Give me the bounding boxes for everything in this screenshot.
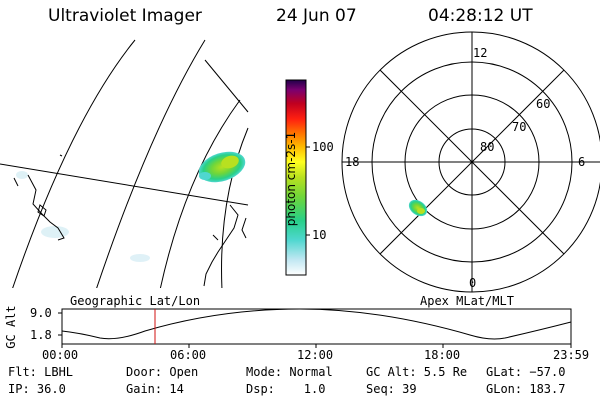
colorbar-tick-100: 100: [312, 140, 334, 154]
xtick-1800: 18:00: [424, 348, 461, 362]
background-glow: [16, 171, 150, 262]
info-seq: Seq: 39: [366, 382, 417, 396]
mlt-label-18: 18: [345, 155, 360, 169]
info-flt: Flt: LBHL: [8, 365, 74, 379]
graticule-arcs: [0, 39, 249, 288]
info-dsp: Dsp: 1.0: [246, 382, 326, 396]
date-label: 24 Jun 07: [276, 6, 357, 26]
xtick-2359: 23:59: [553, 348, 590, 362]
info-gain: Gain: 14: [126, 382, 184, 396]
geographic-map: [0, 39, 249, 288]
altitude-ylabel: GC Alt: [4, 305, 18, 349]
xtick-0000: 00:00: [42, 348, 79, 362]
lat-label-70: 70: [512, 120, 527, 134]
coastlines: [13, 154, 247, 287]
altitude-plot: [58, 308, 572, 348]
info-mode: Mode: Normal: [246, 365, 333, 379]
xtick-1200: 12:00: [297, 348, 334, 362]
aurora-emission-polar: [408, 199, 428, 217]
mlt-label-12: 12: [473, 46, 488, 60]
mlt-label-6: 6: [578, 155, 586, 169]
info-gcalt: GC Alt: 5.5 Re: [366, 365, 468, 379]
altitude-ticks: [58, 312, 572, 348]
altitude-right-title: Apex MLat/MLT: [420, 294, 514, 308]
aurora-emission-left: [198, 151, 246, 183]
altitude-curve: [61, 308, 572, 340]
info-ip: IP: 36.0: [8, 382, 66, 396]
time-label: 04:28:12 UT: [428, 6, 533, 26]
xtick-0600: 06:00: [170, 348, 207, 362]
altitude-ytick-1-8: 1.8: [30, 328, 52, 342]
colorbar-label: photon cm-2s-1: [284, 131, 298, 227]
info-door: Door: Open: [126, 365, 199, 379]
colorbar: [285, 79, 307, 276]
polar-plot: [341, 31, 600, 293]
info-glat: GLat: −57.0: [486, 365, 566, 379]
altitude-ytick-9: 9.0: [30, 306, 52, 320]
colorbar-tick-10: 10: [312, 228, 327, 242]
info-glon: GLon: 183.7: [486, 382, 566, 396]
colorbar-ticks: [306, 146, 310, 236]
lat-label-60: 60: [536, 97, 551, 111]
app-title: Ultraviolet Imager: [48, 6, 202, 26]
altitude-left-title: Geographic Lat/Lon: [70, 294, 201, 308]
lat-label-80: 80: [480, 140, 495, 154]
mlt-label-0: 0: [469, 276, 477, 290]
